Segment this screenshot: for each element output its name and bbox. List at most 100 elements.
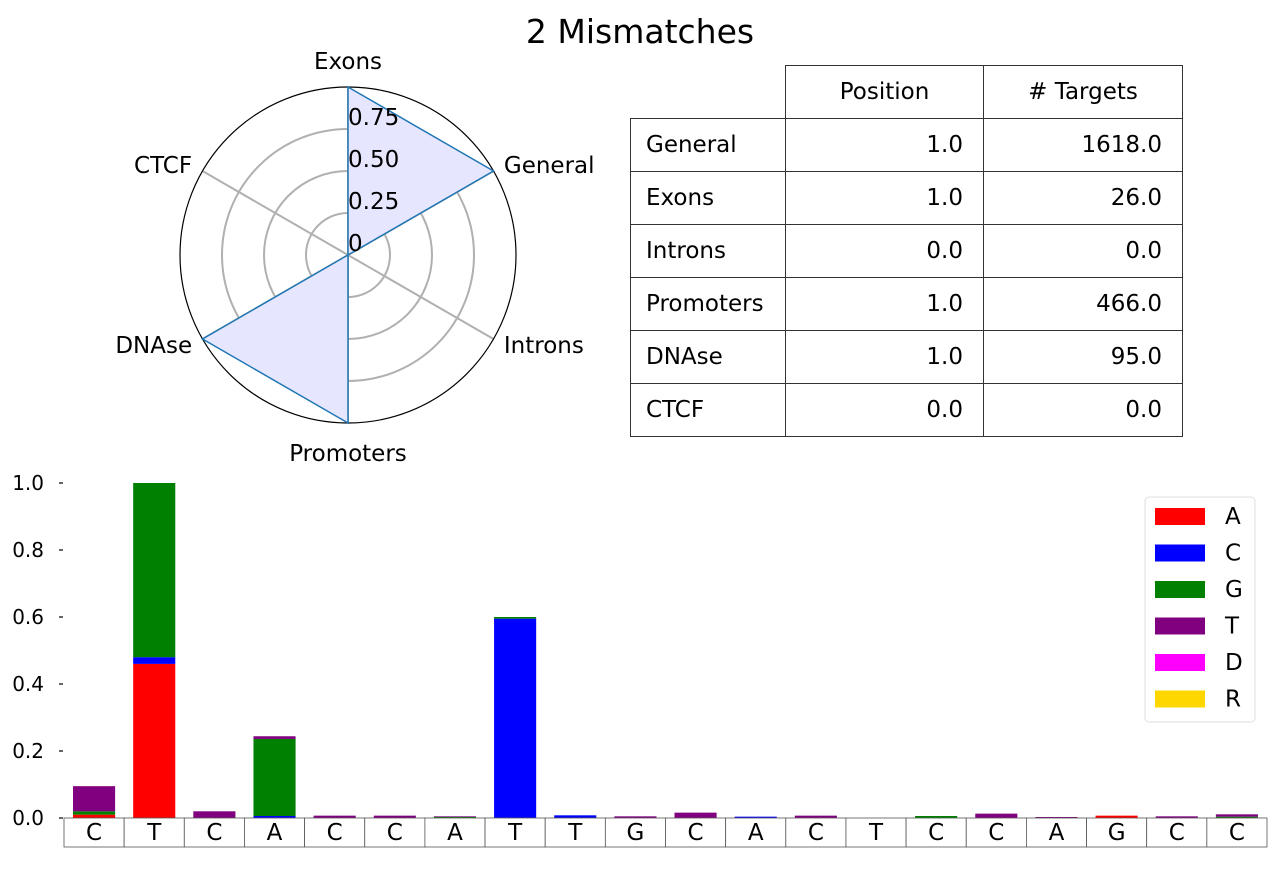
radar-spoke — [202, 170, 349, 256]
table-row: Promoters 1.0 466.0 — [630, 277, 1183, 331]
targets-cell: 466.0 — [983, 277, 1183, 331]
table-row: General 1.0 1618.0 — [630, 118, 1183, 172]
x-category-box — [123, 817, 185, 848]
bar-segment-g — [915, 815, 958, 818]
x-category-label: A — [267, 820, 283, 846]
bar-segment-g — [253, 738, 296, 816]
chart-title: 2 Mismatches — [525, 12, 755, 51]
x-category-box — [965, 817, 1027, 848]
row-label: Introns — [630, 224, 786, 278]
legend-label-t: T — [1224, 614, 1240, 640]
table-row: Exons 1.0 26.0 — [630, 171, 1183, 225]
bar-segment-g — [73, 811, 116, 815]
bar-segment-t — [1035, 817, 1078, 818]
x-category-label: G — [1108, 820, 1126, 846]
position-cell: 1.0 — [785, 118, 984, 172]
x-category-box — [785, 817, 847, 848]
targets-cell: 26.0 — [983, 171, 1183, 225]
position-cell: 0.0 — [785, 383, 984, 437]
row-label: Exons — [630, 171, 786, 225]
bar-segment-a — [133, 663, 176, 818]
bar-segment-c — [494, 618, 537, 818]
radial-tick-label: 0.50 — [348, 147, 399, 173]
radial-tick-label: 0.25 — [348, 189, 399, 215]
x-category-label: C — [928, 820, 944, 846]
bar-segment-g — [433, 817, 477, 818]
x-category-label: G — [627, 820, 645, 846]
y-tick-label: 1.0 — [12, 471, 44, 495]
y-tick-label: 0.0 — [12, 806, 44, 830]
table-corner-cell — [630, 65, 786, 119]
x-category-label: C — [988, 820, 1004, 846]
row-label: DNAse — [630, 330, 786, 384]
bar-segment-t — [1155, 816, 1198, 818]
legend-swatch-t — [1155, 617, 1205, 635]
targets-cell: 1618.0 — [983, 118, 1183, 172]
radar-spoke — [347, 254, 494, 340]
position-cell: 1.0 — [785, 277, 984, 331]
bar-segment-g — [1215, 816, 1258, 818]
x-category-label: C — [327, 820, 343, 846]
x-category-box — [665, 817, 727, 848]
y-tick-label: 0.8 — [12, 538, 44, 562]
legend-swatch-a — [1155, 508, 1205, 525]
row-label: General — [630, 118, 786, 172]
x-category-label: C — [387, 820, 403, 846]
legend-label-r: R — [1225, 687, 1241, 713]
bar-segment-t — [433, 816, 477, 817]
x-category-label: C — [688, 820, 704, 846]
x-category-box — [1206, 817, 1268, 848]
x-category-label: A — [748, 820, 764, 846]
table-header-row: Position # Targets — [630, 65, 1183, 119]
bar-segment-t — [794, 815, 837, 818]
x-category-label: C — [206, 820, 222, 846]
column-header-targets: # Targets — [983, 65, 1183, 119]
y-tick-label: 0.6 — [12, 605, 44, 629]
bar-segment-c — [133, 657, 176, 664]
x-category-box — [364, 817, 426, 848]
x-category-label: T — [868, 820, 884, 846]
x-category-box — [544, 817, 606, 848]
radar-axis-label-introns: Introns — [504, 333, 584, 359]
x-category-box — [304, 817, 366, 848]
x-category-box — [1026, 817, 1087, 848]
legend-label-a: A — [1225, 504, 1241, 530]
bar-segment-c — [554, 815, 597, 818]
radar-axis-label-dnase: DNAse — [115, 333, 192, 359]
bar-segment-t — [373, 815, 416, 818]
row-label: CTCF — [630, 383, 786, 437]
summary-table: Position # Targets General 1.0 1618.0 Ex… — [630, 65, 1183, 437]
legend-swatch-r — [1155, 690, 1205, 708]
column-header-position: Position — [785, 65, 984, 119]
x-category-label: C — [1169, 820, 1185, 846]
x-category-label: C — [1229, 820, 1245, 846]
legend-label-g: G — [1225, 577, 1243, 603]
position-cell: 0.0 — [785, 224, 984, 278]
table-row: DNAse 1.0 95.0 — [630, 330, 1183, 384]
radial-tick-label: 0.75 — [348, 105, 399, 131]
position-cell: 1.0 — [785, 330, 984, 384]
x-category-label: T — [567, 820, 583, 846]
targets-cell: 0.0 — [983, 383, 1183, 437]
y-tick-label: 0.2 — [12, 739, 44, 763]
x-category-label: C — [86, 820, 102, 846]
radar-axis-label-general: General — [504, 153, 595, 179]
x-category-box — [424, 817, 486, 848]
bar-segment-c — [253, 815, 296, 818]
bar-segment-t — [1215, 814, 1258, 817]
x-category-label: T — [507, 820, 523, 846]
x-category-box — [244, 817, 305, 848]
bar-segment-t — [193, 811, 236, 818]
radar-axis-label-ctcf: CTCF — [134, 153, 192, 179]
table-row: CTCF 0.0 0.0 — [630, 383, 1183, 437]
bar-segment-g — [494, 617, 537, 619]
bar-segment-t — [313, 815, 356, 818]
legend-swatch-g — [1155, 581, 1205, 598]
legend-swatch-d — [1155, 654, 1205, 671]
radial-tick-label: 0 — [348, 231, 363, 257]
bar-segment-a — [1095, 815, 1138, 818]
radar-axis-label-promoters: Promoters — [289, 441, 407, 467]
bar-segment-g — [133, 483, 176, 658]
x-category-label: C — [808, 820, 824, 846]
bar-segment-a — [73, 814, 116, 818]
